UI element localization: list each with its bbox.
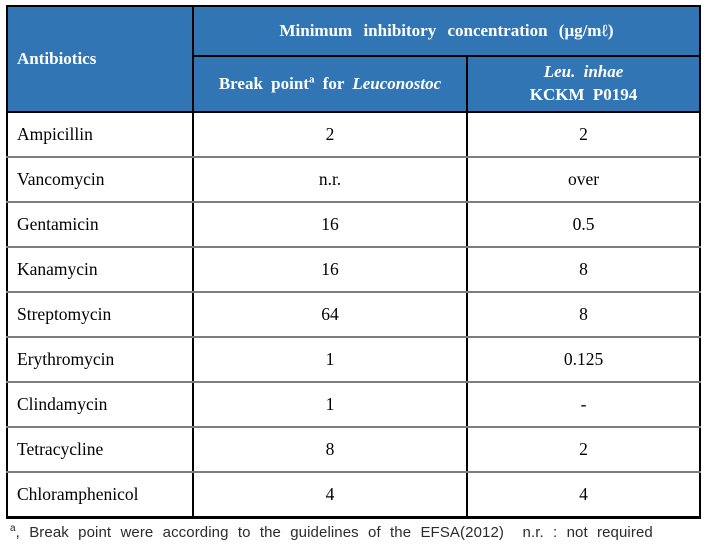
inhae-value: 8	[466, 291, 701, 338]
breakpoint-value: 2	[192, 111, 468, 158]
breakpoint-value: 4	[192, 471, 468, 519]
inhae-value: -	[466, 381, 701, 428]
inhae-value: 2	[466, 111, 701, 158]
breakpoint-value: 16	[192, 201, 468, 248]
breakpoint-value: 16	[192, 246, 468, 293]
table-footnote: a, Break point were according to the gui…	[10, 523, 700, 542]
antibiotic-name: Clindamycin	[6, 381, 194, 428]
header-inhae: Leu. inhae KCKM P0194	[466, 55, 701, 113]
antibiotic-name: Ampicillin	[6, 111, 194, 158]
inhae-value: over	[466, 156, 701, 203]
table-row: Ampicillin 2 2	[6, 111, 701, 158]
header-breakpoint-species: Leuconostoc	[352, 74, 442, 93]
antibiotic-name: Kanamycin	[6, 246, 194, 293]
table-row: Erythromycin 1 0.125	[6, 336, 701, 383]
inhae-value: 2	[466, 426, 701, 473]
header-inhae-line2: KCKM P0194	[529, 85, 638, 104]
footnote-marker-sup: a	[308, 73, 315, 86]
footnote-sup: a	[10, 523, 16, 534]
header-antibiotics: Antibiotics	[6, 5, 194, 113]
header-mic-title: Minimum inhibitory concentration (μg/mℓ)	[192, 5, 701, 57]
breakpoint-value: n.r.	[192, 156, 468, 203]
inhae-value: 8	[466, 246, 701, 293]
antibiotic-name: Erythromycin	[6, 336, 194, 383]
inhae-value: 0.125	[466, 336, 701, 383]
antibiotic-name: Chloramphenicol	[6, 471, 194, 519]
inhae-value: 4	[466, 471, 701, 519]
antibiotic-name: Gentamicin	[6, 201, 194, 248]
breakpoint-value: 64	[192, 291, 468, 338]
inhae-value: 0.5	[466, 201, 701, 248]
header-row-1: Antibiotics Minimum inhibitory concentra…	[6, 5, 701, 113]
table-header: Antibiotics Minimum inhibitory concentra…	[6, 5, 701, 113]
antibiotic-name: Vancomycin	[6, 156, 194, 203]
table-row: Tetracycline 8 2	[6, 426, 701, 473]
table-row: Gentamicin 16 0.5	[6, 201, 701, 248]
header-breakpoint-prefix: Break point	[218, 74, 309, 93]
breakpoint-value: 1	[192, 381, 468, 428]
table-row: Streptomycin 64 8	[6, 291, 701, 338]
table-body: Ampicillin 2 2 Vancomycin n.r. over Gent…	[6, 111, 701, 519]
header-breakpoint-mid: for	[314, 74, 353, 93]
table-row: Vancomycin n.r. over	[6, 156, 701, 203]
header-breakpoint: Break pointa for Leuconostoc	[192, 55, 468, 113]
mic-table: Antibiotics Minimum inhibitory concentra…	[6, 5, 701, 519]
header-row-2: Break pointa for Leuconostoc Leu. inhae …	[7, 55, 701, 113]
breakpoint-value: 1	[192, 336, 468, 383]
table-row: Clindamycin 1 -	[6, 381, 701, 428]
header-inhae-line1: Leu. inhae	[543, 62, 624, 82]
table-row: Chloramphenicol 4 4	[6, 471, 701, 519]
antibiotic-name: Tetracycline	[6, 426, 194, 473]
footnote-text: , Break point were according to the guid…	[15, 524, 653, 541]
breakpoint-value: 8	[192, 426, 468, 473]
antibiotic-name: Streptomycin	[6, 291, 194, 338]
table-row: Kanamycin 16 8	[6, 246, 701, 293]
